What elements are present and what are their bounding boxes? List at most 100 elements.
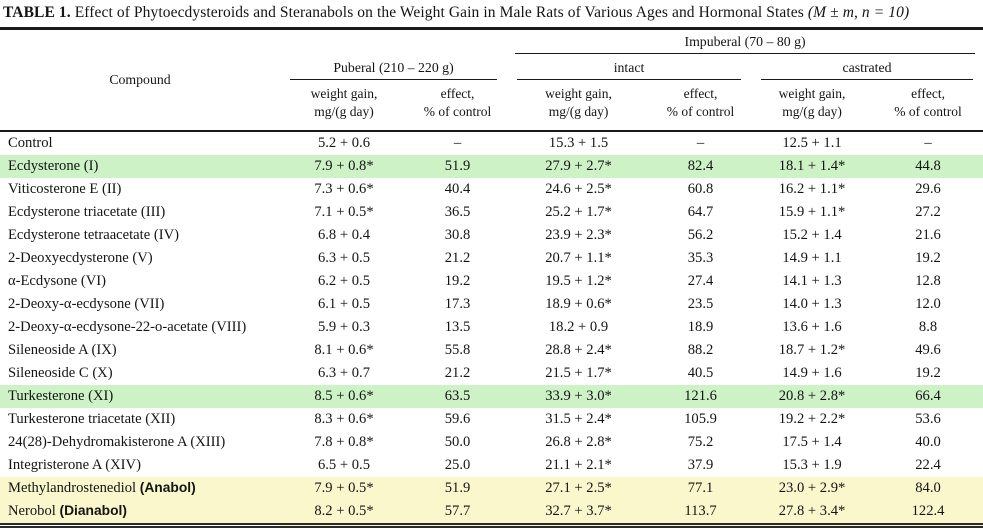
compound-cell: Turkesterone triacetate (XII) (0, 408, 280, 431)
value-cell: 27.4 (687, 273, 714, 289)
value-cell: 7.9 + 0.8* (314, 158, 374, 174)
value-cell: 25.2 + 1.7* (545, 204, 612, 220)
value-cell: 14.1 + 1.3 (782, 273, 842, 289)
table-body: Control 5.2 + 0.6 – 15.3 + 1.5 – 12.5 + 1.1 – E… (0, 131, 983, 526)
compound-name: Nerobol (8, 503, 56, 519)
compound-cell: 24(28)-Dehydromakisterone A (XIII) (0, 431, 280, 454)
table-row: Ecdysterone tetraacetate (IV) 6.8 + 0.4 30… (0, 224, 983, 247)
compound-cell: α-Ecdysone (VI) (0, 270, 280, 293)
value-cell: 27.1 + 2.5* (545, 480, 612, 496)
value-cell: 8.8 (918, 319, 938, 335)
value-cell: 51.9 (444, 158, 471, 174)
value-cell: 6.3 + 0.7 (317, 365, 370, 381)
value-cell: 23.0 + 2.9* (778, 480, 846, 496)
compound-cell: Sileneoside C (X) (0, 362, 280, 385)
value-cell: 14.9 + 1.6 (782, 365, 842, 381)
table-row: Sileneoside C (X) 6.3 + 0.7 21.2 21.5 + 1.7… (0, 362, 983, 385)
table-row: Viticosterone E (II) 7.3 + 0.6* 40.4 24.6 +… (0, 178, 983, 201)
compound-name: Integristerone A (XIV) (8, 457, 141, 473)
value-cell: 5.9 + 0.3 (317, 319, 370, 335)
value-cell: 7.8 + 0.8* (314, 434, 374, 450)
col-header-castrated-effect: effect, % of control (894, 86, 962, 119)
table-title-text: Effect of Phytoecdysteroids and Steranab… (74, 4, 804, 21)
value-cell: 30.8 (444, 227, 471, 243)
value-cell: 22.4 (915, 457, 941, 473)
value-cell: 19.5 + 1.2* (545, 273, 612, 289)
table-row: Methylandrostenediol (Anabol) 7.9 + 0.5* 5… (0, 477, 983, 500)
col-group-intact-label: intact (517, 60, 742, 80)
table-row: Ecdysterone (I) 7.9 + 0.8* 51.9 27.9 + 2.7*… (0, 155, 983, 178)
col-group-impuberal-label: Impuberal (70 – 80 g) (515, 34, 976, 54)
table-row: Control 5.2 + 0.6 – 15.3 + 1.5 – 12.5 + 1.1 – (0, 131, 983, 155)
value-cell: 8.5 + 0.6* (314, 388, 374, 404)
table-row: Integristerone A (XIV) 6.5 + 0.5 25.0 21.1 … (0, 454, 983, 477)
compound-name: Viticosterone E (II) (8, 181, 122, 197)
value-cell: 18.9 (687, 319, 714, 335)
value-cell: 19.2 (444, 273, 471, 289)
value-cell: 66.4 (915, 388, 941, 404)
value-cell: – (453, 135, 462, 151)
value-cell: 7.1 + 0.5* (314, 204, 374, 220)
value-cell: 53.6 (915, 411, 941, 427)
value-cell: 31.5 + 2.4* (545, 411, 612, 427)
value-cell: 13.5 (444, 319, 471, 335)
value-cell: 5.2 + 0.6 (317, 135, 370, 151)
value-cell: 15.9 + 1.1* (778, 204, 846, 220)
value-cell: 105.9 (684, 411, 717, 427)
value-cell: 6.1 + 0.5 (317, 296, 370, 312)
value-cell: 14.9 + 1.1 (782, 250, 842, 266)
value-cell: 21.2 (444, 250, 471, 266)
value-cell: 40.5 (687, 365, 714, 381)
value-cell: 18.2 + 0.9 (548, 319, 609, 335)
value-cell: 27.2 (915, 204, 941, 220)
value-cell: – (696, 135, 705, 151)
value-cell: 18.7 + 1.2* (778, 342, 846, 358)
col-group-castrated: castrated (751, 54, 983, 80)
table-row: Ecdysterone triacetate (III) 7.1 + 0.5* 36… (0, 201, 983, 224)
value-cell: 15.3 + 1.9 (782, 457, 842, 473)
value-cell: 84.0 (915, 480, 941, 496)
value-cell: 20.8 + 2.8* (778, 388, 846, 404)
value-cell: 8.3 + 0.6* (314, 411, 374, 427)
table-row: Sileneoside A (IX) 8.1 + 0.6* 55.8 28.8 + 2… (0, 339, 983, 362)
table-row: 2-Deoxy-α-ecdysone (VII) 6.1 + 0.5 17.3 18.… (0, 293, 983, 316)
value-cell: 21.2 (444, 365, 471, 381)
compound-cell: Ecdysterone triacetate (III) (0, 201, 280, 224)
col-group-intact: intact (507, 54, 751, 80)
col-header-castrated-weight-gain: weight gain, mg/(g day) (778, 86, 846, 119)
col-group-puberal-label: Puberal (210 – 220 g) (290, 60, 498, 80)
table-row: α-Ecdysone (VI) 6.2 + 0.5 19.2 19.5 + 1.2* 2… (0, 270, 983, 293)
value-cell: 23.5 (687, 296, 714, 312)
value-cell: 18.9 + 0.6* (545, 296, 612, 312)
value-cell: 21.1 + 2.1* (545, 457, 612, 473)
value-cell: 32.7 + 3.7* (545, 503, 612, 519)
value-cell: 12.5 + 1.1 (782, 135, 842, 151)
value-cell: 19.2 + 2.2* (778, 411, 846, 427)
value-cell: 8.2 + 0.5* (314, 503, 374, 519)
compound-name: Turkesterone (XI) (8, 388, 114, 404)
compound-cell: 2-Deoxyecdysterone (V) (0, 247, 280, 270)
value-cell: 35.3 (687, 250, 714, 266)
compound-name: Ecdysterone triacetate (III) (8, 204, 166, 220)
compound-cell: Sileneoside A (IX) (0, 339, 280, 362)
table-row: Turkesterone (XI) 8.5 + 0.6* 63.5 33.9 + 3.… (0, 385, 983, 408)
table-row: 2-Deoxy-α-ecdysone-22-o-acetate (VIII) 5.… (0, 316, 983, 339)
compound-annotation: (Dianabol) (59, 503, 127, 518)
table-header: Compound Puberal (210 – 220 g) Impuberal… (0, 29, 983, 131)
value-cell: 8.1 + 0.6* (314, 342, 374, 358)
value-cell: 88.2 (687, 342, 714, 358)
value-cell: 24.6 + 2.5* (545, 181, 612, 197)
value-cell: 25.0 (444, 457, 471, 473)
value-cell: 19.2 (915, 365, 941, 381)
value-cell: 33.9 + 3.0* (545, 388, 612, 404)
compound-cell: 2-Deoxy-α-ecdysone-22-o-acetate (VIII) (0, 316, 280, 339)
compound-name: Control (8, 135, 53, 151)
value-cell: 75.2 (687, 434, 714, 450)
compound-name: Sileneoside C (X) (8, 365, 113, 381)
compound-name: Methylandrostenediol (8, 480, 137, 496)
value-cell: 59.6 (444, 411, 471, 427)
value-cell: 55.8 (444, 342, 471, 358)
col-header-puberal-weight-gain: weight gain, mg/(g day) (310, 86, 378, 119)
compound-name: 24(28)-Dehydromakisterone A (XIII) (8, 434, 226, 450)
